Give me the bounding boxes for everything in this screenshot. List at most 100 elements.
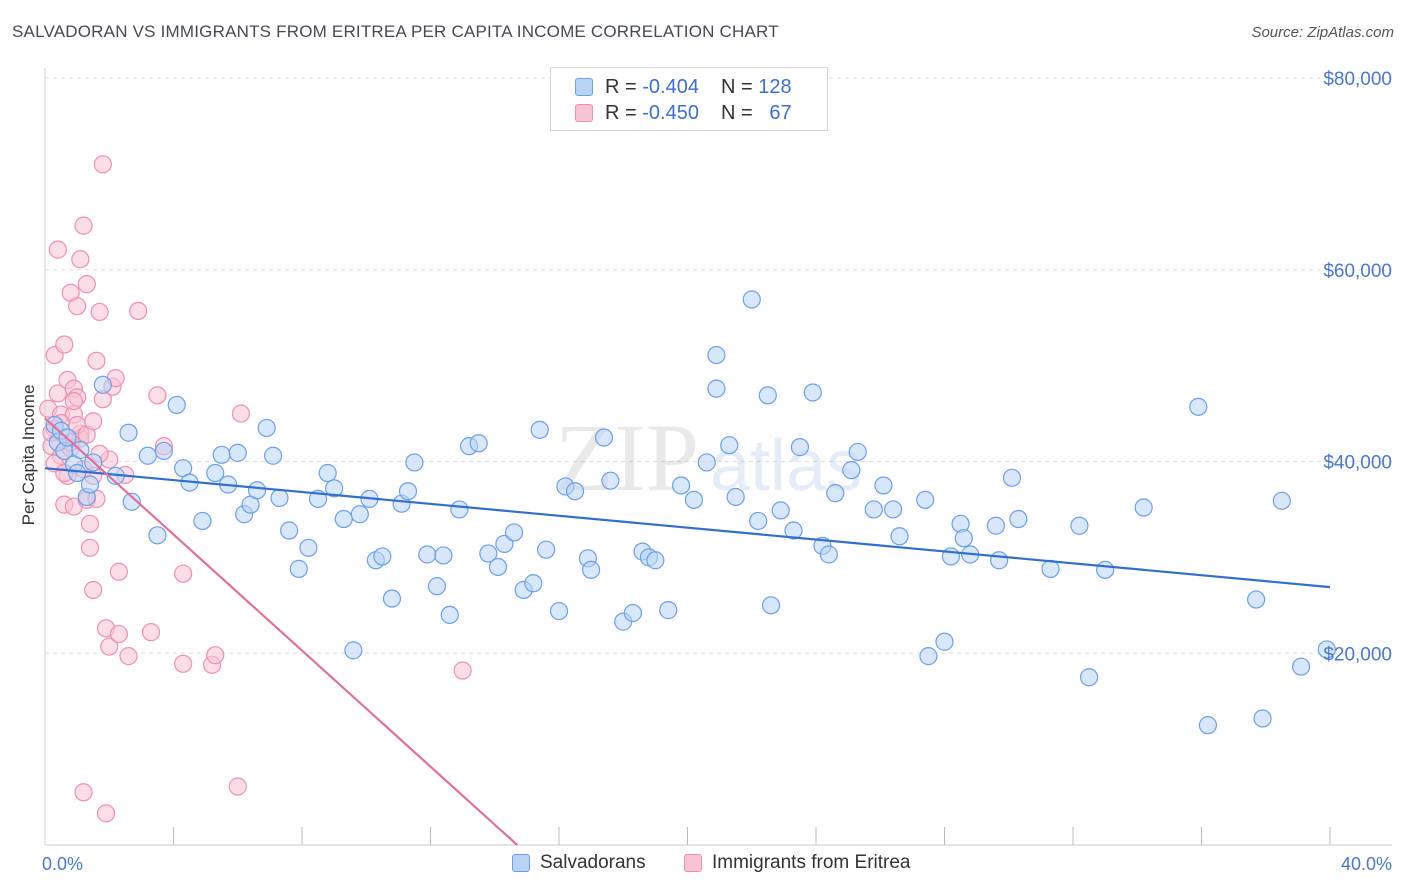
salvadoran-point (1041, 559, 1060, 578)
eritrea-point (77, 275, 96, 294)
trend-lines (44, 417, 1331, 846)
salvadoran-point (848, 442, 867, 462)
salvadoran-point (986, 516, 1006, 535)
salvadoran-point (771, 501, 790, 520)
salvadoran-point (434, 546, 453, 565)
legend-r-value: -0.450 (642, 101, 699, 124)
salvadoran-point (154, 441, 173, 461)
salvadoran-point (247, 481, 267, 500)
legend-r-label: R = (605, 101, 637, 124)
salvadoran-point (720, 436, 739, 455)
eritrea-point (74, 216, 93, 235)
salvadoran-point (742, 290, 761, 309)
eritrea-point (64, 391, 84, 411)
salvadoran-point (350, 505, 369, 524)
bottom-swatch-blue (512, 854, 530, 872)
salvadoran-point (1070, 516, 1089, 535)
eritrea-point (68, 297, 87, 316)
salvadoran-point (761, 596, 781, 615)
eritrea-point (109, 624, 128, 644)
salvadoran-point (707, 345, 726, 365)
eritrea-point (93, 155, 112, 174)
legend-r-value: -0.404 (642, 75, 699, 98)
salvadoran-point (119, 423, 138, 442)
eritrea-point (119, 647, 138, 666)
eritrea-point (48, 240, 67, 259)
salvadoran-point (524, 574, 543, 593)
eritrea-point (96, 804, 116, 823)
salvadoran-point (1198, 716, 1218, 735)
salvadoran-point (890, 527, 909, 546)
salvadoran-point (80, 475, 100, 494)
salvadoran-point (1189, 397, 1208, 416)
salvadoran-point (469, 434, 488, 453)
salvadoran-point (270, 488, 289, 508)
eritrea-point (74, 783, 93, 802)
salvadoran-point (707, 379, 726, 398)
salvadoran-point (1134, 498, 1153, 517)
eritrea-point (174, 654, 193, 673)
salvadoran-point (488, 557, 508, 577)
salvadoran-point (193, 511, 212, 531)
eritrea-point (231, 404, 251, 423)
eritrea-point (90, 302, 109, 322)
eritrea-point (87, 351, 106, 370)
salvadoran-point (280, 521, 299, 540)
legend-r-label: R = (605, 75, 637, 98)
salvadoran-point (1247, 590, 1266, 609)
salvadoran-point (504, 523, 524, 542)
salvadoran-point (874, 476, 893, 495)
salvadoran-point (325, 479, 344, 498)
salvadoran-point (138, 446, 157, 465)
legend-n-label: N = (720, 101, 753, 124)
salvadoran-point (749, 511, 768, 531)
y-axis-label: Per Capita Income (19, 385, 38, 526)
salvadoran-point (206, 463, 225, 483)
salvadoran-point (684, 490, 704, 509)
y-tick-label: $80,000 (1323, 69, 1392, 90)
salvadoran-point (758, 386, 777, 405)
legend-n-value: 128 (758, 75, 792, 98)
salvadoran-point (1317, 640, 1336, 659)
legend-row-eritrea: R = -0.450 N = 67 (575, 100, 792, 126)
salvadoran-point (594, 428, 614, 447)
eritrea-point (80, 538, 100, 557)
salvadoran-point (398, 482, 418, 501)
eritrea-point (206, 646, 225, 665)
salvadoran-point (935, 632, 954, 651)
salvadoran-point (122, 492, 141, 511)
x-tick-labels: 0.0% 40.0% (42, 854, 1392, 874)
x-tick-label: 40.0% (1341, 854, 1392, 874)
y-tick-label: $40,000 (1323, 453, 1392, 474)
salvadoran-point (565, 482, 585, 501)
legend-n-label: N = (720, 75, 753, 98)
salvadoran-point (450, 500, 469, 519)
salvadoran-point (623, 603, 642, 623)
eritrea-point (148, 386, 167, 405)
salvadoran-point (864, 500, 883, 519)
salvadoran-point (803, 383, 822, 402)
salvadoran-point (344, 641, 363, 660)
eritrea-point (100, 637, 119, 656)
salvadoran-point (318, 463, 337, 483)
salvadoran-point (1096, 560, 1115, 579)
x-tick-label: 0.0% (42, 854, 83, 874)
salvadoran-trend-line (44, 467, 1331, 589)
bottom-legend-eritrea: Immigrants from Eritrea (684, 852, 910, 874)
salvadoran-point (916, 490, 935, 509)
salvadoran-point (883, 500, 903, 519)
bottom-legend-label: Salvadorans (540, 852, 646, 873)
legend-swatch-pink (575, 104, 593, 122)
salvadoran-point (826, 484, 845, 503)
salvadoran-point (697, 453, 716, 472)
eritrea-point (228, 777, 247, 796)
salvadoran-point (1002, 468, 1022, 487)
salvadoran-point (1009, 509, 1028, 529)
legend-swatch-blue (575, 78, 593, 96)
source-credit: Source: ZipAtlas.com (1251, 24, 1394, 41)
legend-row-salvadorans: R = -0.404 N = 128 (575, 74, 792, 100)
salvadoran-point (819, 545, 838, 564)
salvadoran-point (479, 544, 498, 563)
eritrea-point (129, 301, 148, 321)
salvadoran-point (549, 601, 569, 621)
